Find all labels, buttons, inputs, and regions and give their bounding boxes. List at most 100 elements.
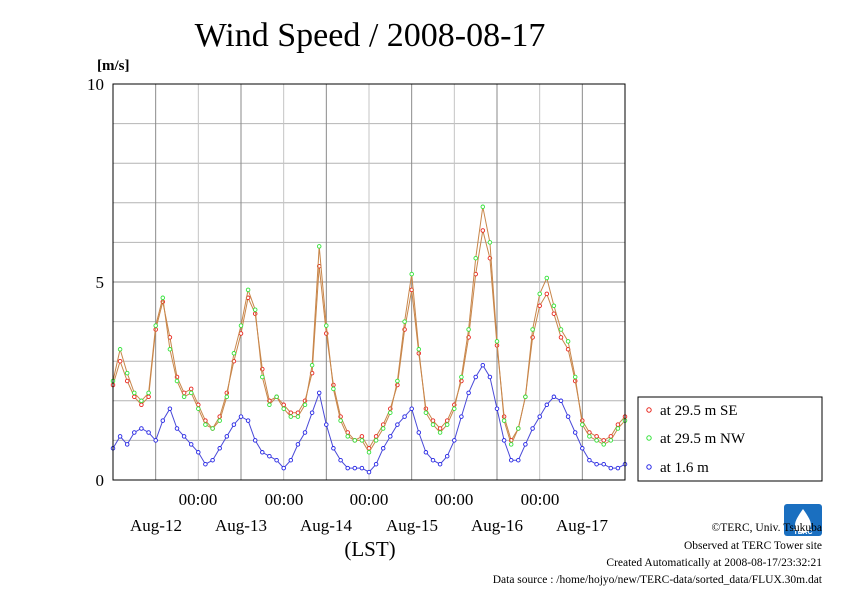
data-point [352, 438, 358, 443]
data-point [231, 422, 237, 427]
data-point [267, 402, 272, 408]
data-source-text: Data source : /home/hojyo/new/TERC-data/… [493, 574, 823, 586]
data-point [551, 394, 557, 400]
legend-label: at 29.5 m SE [660, 403, 738, 419]
data-point [217, 446, 222, 451]
data-point [146, 430, 151, 435]
data-point [452, 438, 457, 443]
data-point [537, 291, 542, 297]
y-tick-label: 0 [96, 471, 105, 490]
y-tick-label: 5 [96, 273, 105, 292]
data-point [395, 378, 400, 384]
data-point [558, 335, 564, 340]
data-point [444, 453, 450, 459]
series-layer [110, 204, 628, 475]
data-point [395, 422, 400, 427]
observed-text: Observed at TERC Tower site [684, 540, 822, 552]
data-point [501, 418, 507, 423]
data-point [117, 358, 123, 364]
data-point [167, 347, 173, 352]
x-tick-time-label: 00:00 [265, 490, 304, 509]
x-tick-day-label: Aug-15 [386, 516, 438, 535]
data-point [260, 374, 265, 380]
data-point [587, 434, 592, 439]
x-tick-day-label: Aug-14 [300, 516, 352, 535]
data-point [231, 351, 237, 356]
data-point [245, 418, 251, 423]
data-point [188, 442, 194, 447]
data-point [295, 414, 301, 419]
data-point [217, 418, 222, 423]
data-point [224, 434, 230, 439]
x-tick-time-label: 00:00 [435, 490, 474, 509]
data-point [288, 457, 294, 463]
data-point [473, 374, 478, 380]
data-point [373, 438, 379, 443]
data-point [409, 271, 414, 277]
data-point [274, 394, 279, 400]
data-point [345, 434, 350, 439]
data-point [437, 461, 443, 467]
data-point [174, 378, 180, 384]
data-point [388, 434, 393, 439]
data-point [153, 438, 158, 443]
data-point [494, 406, 500, 411]
data-point [124, 378, 130, 384]
data-point [388, 410, 393, 415]
data-point [444, 422, 450, 427]
data-point [238, 414, 244, 419]
data-point [594, 434, 599, 439]
data-point [181, 394, 187, 400]
data-point [523, 442, 528, 447]
data-point [544, 402, 550, 408]
data-point [480, 228, 486, 233]
data-point [423, 410, 429, 415]
data-point [537, 414, 542, 419]
data-point [146, 390, 151, 396]
created-text: Created Automatically at 2008-08-17/23:3… [606, 557, 822, 569]
legend-marker [646, 435, 652, 441]
data-point [160, 295, 166, 301]
data-point [366, 450, 372, 455]
grid [113, 84, 625, 480]
data-point [615, 422, 621, 427]
data-point [466, 390, 471, 396]
data-point [338, 457, 343, 463]
data-point [508, 457, 514, 463]
data-point [245, 287, 251, 293]
data-point [309, 362, 315, 368]
data-point [530, 327, 535, 332]
data-point [338, 418, 343, 423]
data-point [494, 339, 500, 344]
y-tick-label: 10 [87, 75, 104, 94]
data-point [473, 255, 478, 261]
data-point [430, 457, 436, 463]
data-point [188, 390, 194, 396]
data-point [302, 430, 308, 435]
data-point [224, 394, 230, 400]
data-point [181, 434, 187, 439]
data-point [281, 406, 286, 411]
x-tick-day-label: Aug-17 [556, 516, 608, 535]
data-point [537, 303, 542, 309]
y-axis-unit: [m/s] [97, 58, 130, 74]
data-point [558, 327, 564, 332]
data-point [437, 430, 443, 435]
legend-marker [646, 407, 652, 413]
data-point [316, 390, 322, 396]
data-point [302, 402, 308, 408]
data-point [508, 442, 514, 447]
x-tick-time-label: 00:00 [521, 490, 560, 509]
data-point [352, 465, 358, 471]
data-point [466, 327, 471, 332]
data-point [324, 422, 329, 427]
legend-label: at 29.5 m NW [660, 431, 746, 447]
data-point [572, 374, 578, 380]
data-point [124, 442, 130, 447]
data-point [608, 465, 614, 471]
data-point [565, 414, 571, 419]
data-point [601, 438, 606, 443]
copyright-text: ©TERC, Univ. Tsukuba [712, 522, 822, 534]
data-point [331, 446, 336, 451]
data-point [587, 457, 592, 463]
